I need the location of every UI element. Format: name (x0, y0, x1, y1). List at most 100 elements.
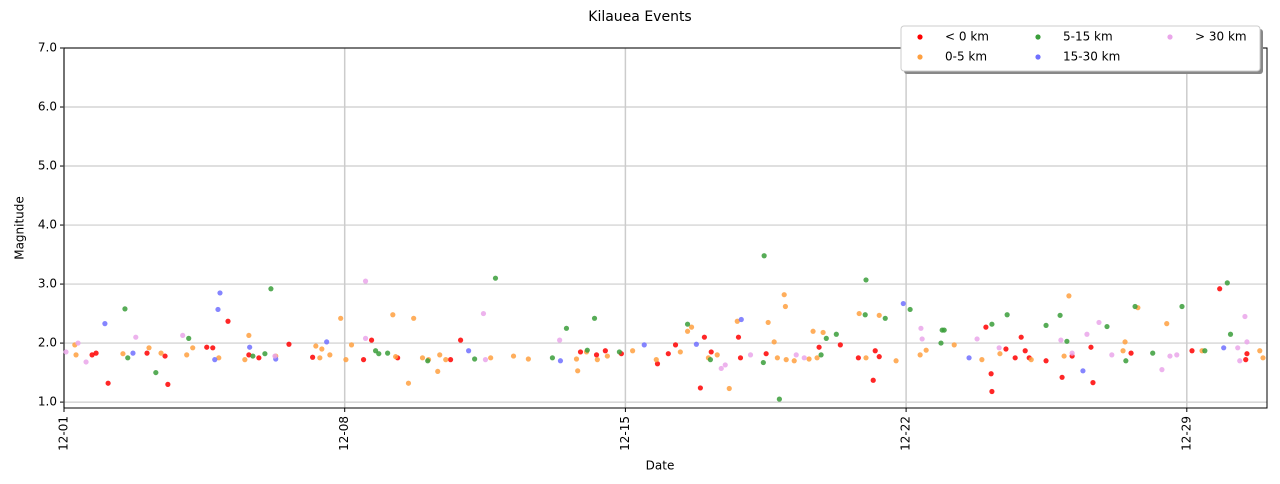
x-tick-label: 12-08 (337, 416, 351, 451)
point (63, 349, 69, 355)
x-tick-label: 12-15 (618, 416, 632, 451)
point (989, 388, 995, 395)
point (783, 357, 789, 363)
legend-marker (1035, 54, 1041, 60)
chart-title: Kilauea Events (588, 9, 691, 25)
point (1058, 337, 1064, 343)
point (419, 355, 426, 361)
point (584, 347, 590, 353)
point (833, 331, 839, 337)
point (697, 385, 703, 391)
legend-label: < 0 km (945, 30, 989, 44)
point (216, 355, 222, 361)
point (677, 349, 683, 355)
point (876, 354, 882, 360)
point (472, 356, 478, 362)
point (1018, 334, 1024, 340)
point (688, 324, 695, 330)
point (1244, 351, 1250, 357)
point (563, 325, 570, 331)
point (1242, 313, 1248, 320)
point (781, 292, 787, 298)
series (72, 292, 1266, 392)
point (979, 357, 985, 363)
point (122, 306, 128, 312)
point (217, 290, 223, 296)
point (1167, 353, 1173, 359)
point (310, 354, 316, 360)
point (1064, 338, 1070, 344)
point (180, 332, 186, 339)
point (437, 352, 443, 358)
point (1003, 346, 1009, 352)
point (262, 351, 268, 357)
point (793, 352, 799, 358)
point (435, 368, 441, 375)
point (1150, 350, 1156, 356)
x-axis-label: Date (646, 459, 675, 473)
point (1221, 345, 1227, 351)
point (133, 334, 139, 340)
point (665, 351, 671, 357)
point (1132, 303, 1138, 310)
point (823, 335, 829, 341)
point (974, 336, 980, 342)
point (734, 318, 740, 324)
point (707, 357, 714, 363)
point (348, 342, 355, 348)
point (1235, 345, 1241, 351)
point (376, 351, 382, 357)
point (672, 342, 679, 348)
point (466, 348, 472, 354)
point (488, 355, 494, 361)
point (855, 355, 861, 361)
point (212, 357, 218, 363)
point (327, 352, 333, 358)
point (837, 342, 843, 348)
point (577, 349, 584, 355)
point (362, 335, 369, 341)
point (443, 357, 449, 363)
point (1128, 350, 1134, 356)
point (1028, 357, 1034, 363)
point (525, 356, 531, 362)
point (242, 357, 248, 363)
point (771, 339, 777, 345)
point (1080, 368, 1086, 374)
series (63, 278, 1250, 373)
point (1084, 331, 1090, 337)
point (806, 356, 812, 362)
point (1061, 353, 1067, 359)
point (782, 303, 788, 310)
point (362, 278, 369, 284)
series (122, 253, 1234, 402)
point (988, 371, 994, 377)
point (1189, 348, 1195, 354)
point (204, 344, 210, 350)
point (923, 347, 929, 353)
point (863, 355, 869, 361)
point (1104, 323, 1110, 330)
legend-marker (917, 54, 923, 60)
point (989, 321, 995, 327)
point (1004, 312, 1010, 318)
point (338, 315, 344, 321)
point (818, 352, 824, 358)
point (165, 381, 171, 387)
y-tick-label: 5.0 (38, 159, 57, 173)
point (776, 396, 782, 402)
point (405, 380, 412, 386)
point (573, 356, 580, 362)
point (390, 312, 396, 318)
point (816, 344, 822, 350)
point (917, 352, 923, 358)
point (93, 350, 99, 356)
legend-marker (1035, 34, 1041, 40)
legend-label: 5-15 km (1063, 30, 1113, 44)
point (186, 335, 192, 341)
point (594, 357, 600, 363)
point (774, 355, 780, 361)
point (1059, 374, 1065, 380)
